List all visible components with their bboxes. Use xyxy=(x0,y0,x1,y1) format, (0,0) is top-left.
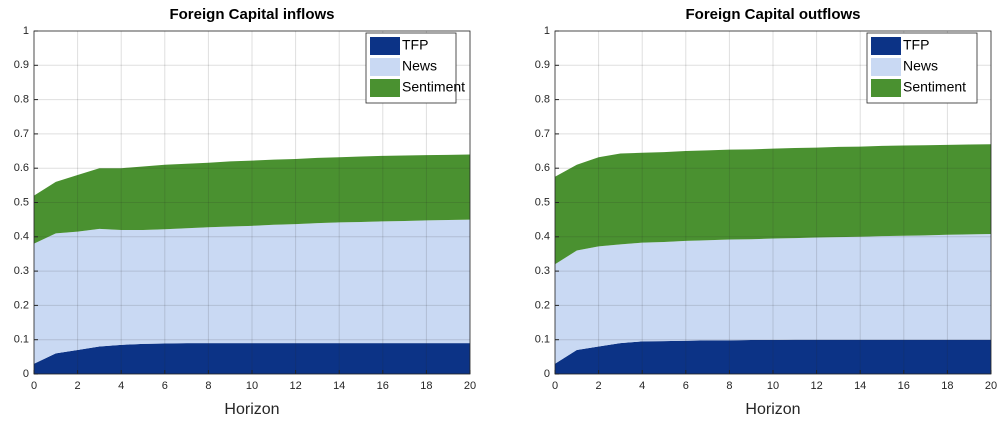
x-tick-label: 16 xyxy=(377,380,389,392)
x-tick-label: 14 xyxy=(333,380,345,392)
legend-swatch xyxy=(370,58,400,76)
y-tick-label: 0.5 xyxy=(535,196,550,208)
y-tick-label: 0 xyxy=(23,368,29,380)
x-tick-label: 6 xyxy=(683,380,689,392)
x-tick-label: 8 xyxy=(205,380,211,392)
legend-label: News xyxy=(903,58,938,74)
legend-label: TFP xyxy=(402,37,428,53)
x-axis-label: Horizon xyxy=(745,401,800,418)
chart: 00.10.20.30.40.50.60.70.80.910 2 4 6 8 10 12 14… xyxy=(535,6,997,418)
x-tick-label: 2 xyxy=(75,380,81,392)
x-tick-label: 12 xyxy=(810,380,822,392)
axes-box xyxy=(554,30,992,375)
x-tick-label: 6 xyxy=(162,380,168,392)
x-tick-label: 10 xyxy=(767,380,779,392)
x-tick-label: 4 xyxy=(118,380,124,392)
x-tick-label: 10 xyxy=(246,380,258,392)
y-tick-label: 0.6 xyxy=(535,162,550,174)
x-tick-label: 16 xyxy=(898,380,910,392)
x-axis-label: Horizon xyxy=(224,401,279,418)
y-tick-label: 1 xyxy=(544,25,550,37)
y-tick-label: 1 xyxy=(23,25,29,37)
area xyxy=(34,219,470,364)
x-tick-label: 0 xyxy=(552,380,558,392)
legend-swatch xyxy=(370,37,400,55)
x-tick-label: 12 xyxy=(289,380,301,392)
y-tick-label: 0.7 xyxy=(14,128,29,140)
y-tick-label: 0.7 xyxy=(535,128,550,140)
x-tick-label: 20 xyxy=(464,380,476,392)
x-tick-label: 18 xyxy=(420,380,432,392)
axes-box xyxy=(33,30,471,375)
legend: TFP News Sentiment xyxy=(866,32,978,104)
chart: 00.10.20.30.40.50.60.70.80.910 2 4 6 8 10 12 14… xyxy=(14,6,476,418)
y-tick-label: 0.8 xyxy=(535,94,550,106)
y-tick-label: 0.9 xyxy=(14,59,29,71)
area xyxy=(555,144,991,265)
legend-swatch xyxy=(871,58,901,76)
area xyxy=(555,339,991,374)
legend: TFP News Sentiment xyxy=(365,32,465,104)
x-tick-label: 18 xyxy=(941,380,953,392)
x-tick-label: 20 xyxy=(985,380,997,392)
area xyxy=(34,154,470,244)
y-tick-label: 0.4 xyxy=(14,231,29,243)
y-tick-label: 0.8 xyxy=(14,94,29,106)
y-tick-label: 0 xyxy=(544,368,550,380)
y-tick-label: 0.2 xyxy=(535,299,550,311)
legend-label: Sentiment xyxy=(402,79,465,95)
area xyxy=(34,343,470,374)
x-tick-label: 14 xyxy=(854,380,866,392)
y-tick-label: 0.3 xyxy=(535,265,550,277)
y-tick-label: 0.1 xyxy=(535,334,550,346)
y-tick-label: 0.5 xyxy=(14,196,29,208)
x-tick-label: 0 xyxy=(31,380,37,392)
y-tick-label: 0.1 xyxy=(14,334,29,346)
legend-label: TFP xyxy=(903,37,929,53)
y-tick-label: 0.2 xyxy=(14,299,29,311)
legend-label: News xyxy=(402,58,437,74)
y-tick-label: 0.4 xyxy=(535,231,550,243)
chart-title: Foreign Capital inflows xyxy=(169,6,334,23)
x-tick-label: 8 xyxy=(726,380,732,392)
x-tick-label: 4 xyxy=(639,380,645,392)
y-tick-label: 0.9 xyxy=(535,59,550,71)
chart-title: Foreign Capital outflows xyxy=(686,6,861,23)
x-tick-label: 2 xyxy=(596,380,602,392)
y-tick-label: 0.3 xyxy=(14,265,29,277)
legend-swatch xyxy=(370,79,400,97)
area xyxy=(555,234,991,364)
legend-swatch xyxy=(871,37,901,55)
legend-label: Sentiment xyxy=(903,79,966,95)
y-tick-label: 0.6 xyxy=(14,162,29,174)
legend-swatch xyxy=(871,79,901,97)
